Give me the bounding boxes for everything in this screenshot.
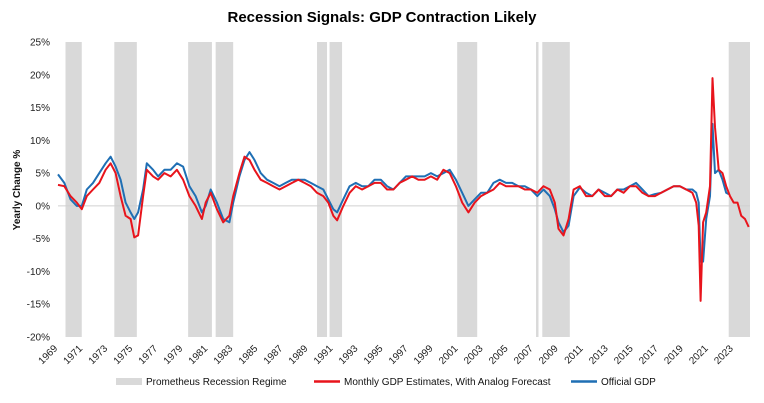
- x-tick-label: 1991: [312, 343, 336, 367]
- y-axis-label: Yearly Change %: [12, 150, 23, 231]
- legend-label: Prometheus Recession Regime: [146, 377, 287, 388]
- x-tick-label: 1985: [237, 343, 261, 367]
- chart-title: Recession Signals: GDP Contraction Likel…: [228, 9, 538, 26]
- monthly-gdp-estimate-line: [57, 77, 750, 302]
- x-tick-label: 1975: [112, 343, 136, 367]
- y-tick-label: 10%: [30, 136, 50, 147]
- legend-label: Monthly GDP Estimates, With Analog Forec…: [344, 377, 551, 388]
- y-tick-label: 5%: [36, 169, 51, 180]
- x-tick-label: 2007: [512, 343, 536, 367]
- x-tick-label: 1969: [37, 343, 61, 367]
- y-tick-label: -15%: [27, 300, 50, 311]
- x-tick-label: 2005: [487, 343, 511, 367]
- legend-swatch-recession: [116, 378, 142, 385]
- x-tick-label: 1997: [387, 343, 411, 367]
- x-tick-label: 1995: [362, 343, 386, 367]
- recession-band: [114, 42, 137, 337]
- y-tick-label: 20%: [30, 70, 50, 81]
- x-tick-label: 1979: [162, 343, 186, 367]
- recession-band: [728, 42, 750, 337]
- x-tick-label: 2003: [462, 343, 486, 367]
- x-tick-label: 2019: [662, 343, 686, 367]
- y-tick-label: 25%: [30, 38, 50, 49]
- x-tick-label: 1993: [337, 343, 361, 367]
- series-lines: [57, 77, 750, 302]
- recession-band: [215, 42, 234, 337]
- x-tick-label: 1999: [412, 343, 436, 367]
- y-tick-label: 0%: [36, 201, 51, 212]
- x-tick-label: 2009: [537, 343, 561, 367]
- y-tick-label: -20%: [27, 333, 50, 344]
- y-tick-label: -10%: [27, 267, 50, 278]
- recession-bands: [65, 42, 750, 337]
- y-tick-label: 15%: [30, 103, 50, 114]
- x-tick-label: 2013: [587, 343, 611, 367]
- x-tick-label: 2015: [612, 343, 636, 367]
- x-tick-label: 1981: [187, 343, 211, 367]
- x-tick-label: 1971: [62, 343, 86, 367]
- y-tick-label: -5%: [32, 234, 50, 245]
- recession-band: [188, 42, 212, 337]
- x-tick-label: 1983: [212, 343, 236, 367]
- recession-band: [65, 42, 82, 337]
- x-tick-label: 1977: [137, 343, 161, 367]
- legend: Prometheus Recession Regime Monthly GDP E…: [116, 377, 656, 388]
- recession-band: [457, 42, 478, 337]
- x-tick-label: 1973: [87, 343, 111, 367]
- recession-band: [542, 42, 570, 337]
- x-tick-label: 2023: [712, 343, 736, 367]
- legend-label: Official GDP: [601, 377, 656, 388]
- x-tick-label: 2011: [563, 343, 586, 366]
- x-tick-label: 1987: [262, 343, 286, 367]
- x-tick-label: 2021: [687, 343, 711, 367]
- x-tick-label: 1989: [287, 343, 311, 367]
- x-tick-label: 2001: [437, 343, 461, 367]
- recession-band: [536, 42, 539, 337]
- x-tick-label: 2017: [637, 343, 661, 367]
- official-gdp-line: [57, 122, 730, 263]
- recession-band: [329, 42, 343, 337]
